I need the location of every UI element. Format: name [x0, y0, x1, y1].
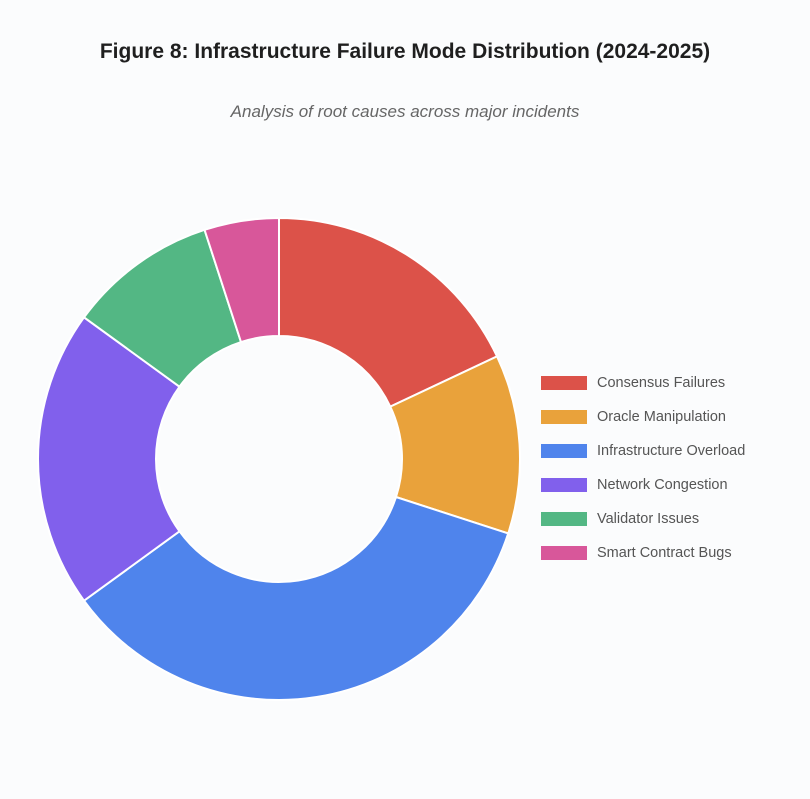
legend-swatch: [541, 410, 587, 424]
donut-slice-network-congestion[interactable]: [37, 315, 181, 603]
legend-swatch: [541, 512, 587, 526]
legend-swatch: [541, 546, 587, 560]
legend-label: Network Congestion: [597, 477, 728, 493]
donut-slice-smart-contract-bugs[interactable]: [203, 216, 280, 344]
legend-swatch: [541, 478, 587, 492]
legend-label: Oracle Manipulation: [597, 409, 726, 425]
legend-item[interactable]: Oracle Manipulation: [541, 400, 745, 434]
legend-swatch: [541, 376, 587, 390]
legend-item[interactable]: Infrastructure Overload: [541, 434, 745, 468]
legend-swatch: [541, 444, 587, 458]
chart-title: Figure 8: Infrastructure Failure Mode Di…: [99, 40, 711, 63]
legend-label: Validator Issues: [597, 511, 700, 527]
donut-slice-infrastructure-overload[interactable]: [82, 495, 510, 701]
legend-item[interactable]: Network Congestion: [541, 468, 745, 502]
donut-slice-consensus-failures[interactable]: [278, 216, 499, 408]
legend-item[interactable]: Validator Issues: [541, 502, 745, 536]
legend-label: Consensus Failures: [597, 375, 726, 391]
legend-label: Smart Contract Bugs: [597, 545, 732, 561]
legend-label: Infrastructure Overload: [597, 443, 746, 459]
legend-item[interactable]: Consensus Failures: [541, 366, 745, 400]
legend-item[interactable]: Smart Contract Bugs: [541, 536, 745, 570]
chart-subtitle: Analysis of root causes across major inc…: [230, 102, 580, 121]
legend: Consensus Failures Oracle Manipulation Inf…: [541, 366, 745, 570]
